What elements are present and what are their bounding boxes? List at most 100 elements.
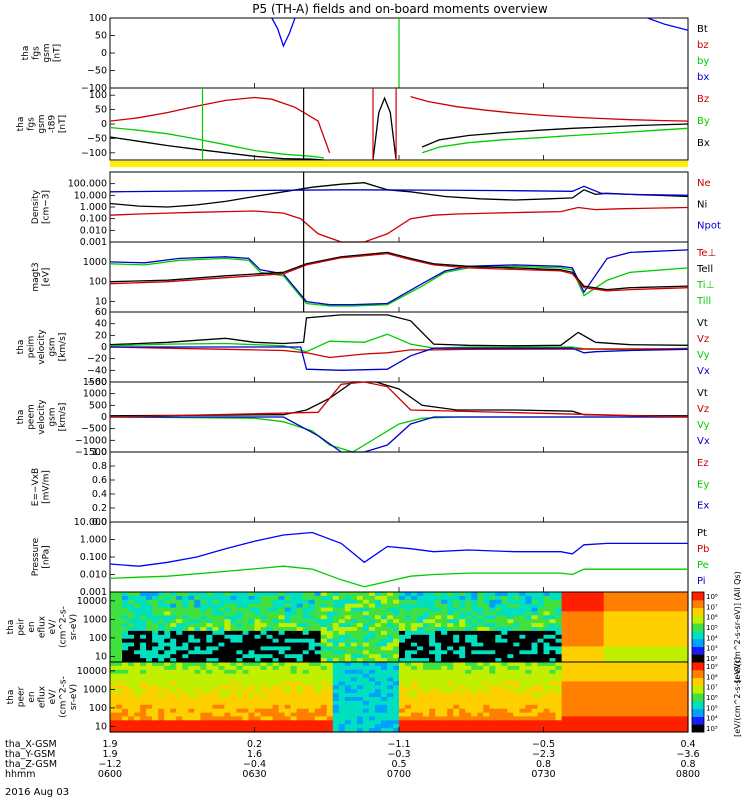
heatmap-cell [224,693,231,698]
heatmap-cell [350,630,358,636]
heatmap-cell [206,693,213,698]
heatmap-cell [374,685,382,690]
heatmap-cell [609,689,617,694]
heatmap-cell [302,650,310,655]
heatmap-cell [417,716,424,721]
heatmap-cell [350,681,358,686]
heatmap-cell [260,712,268,718]
heatmap-cell [374,669,382,675]
heatmap-cell [158,669,165,675]
heatmap-cell [242,634,250,640]
heatmap-cell [248,673,256,679]
heatmap-cell [308,611,316,616]
heatmap-cell [212,673,219,679]
heatmap-cell [218,685,225,690]
heatmap-cell [296,685,304,690]
heatmap-cell [537,646,545,651]
heatmap-cell [134,646,141,651]
heatmap-cell [441,650,448,655]
heatmap-cell [507,685,514,690]
heatmap-cell [182,728,189,733]
heatmap-cell [495,689,502,694]
heatmap-cell [633,615,641,620]
heatmap-cell [441,697,448,702]
heatmap-cell [152,728,159,733]
heatmap-cell [260,611,268,616]
heatmap-cell [501,681,508,686]
heatmap-cell [266,708,274,714]
heatmap-cell [188,646,195,651]
heatmap-cell [236,634,243,640]
heatmap-cell [651,646,659,651]
heatmap-cell [158,646,165,651]
heatmap-cell [284,665,292,671]
heatmap-cell [543,665,551,671]
x-tick-value: 0.8 [536,759,551,770]
heatmap-cell [278,630,286,636]
heatmap-cell [387,669,394,675]
heatmap-cell [332,673,340,679]
heatmap-cell [405,677,412,683]
heatmap-cell [555,611,563,616]
heatmap-cell [218,627,225,632]
heatmap-cell [682,665,689,671]
heatmap-cell [507,638,514,644]
heatmap-cell [302,681,310,686]
heatmap-cell [483,681,490,686]
heatmap-cell [116,685,123,690]
heatmap-cell [116,634,123,640]
heatmap-cell [164,654,171,659]
heatmap-cell [122,634,129,640]
y-tick-label: −20 [87,354,107,365]
heatmap-cell [164,607,171,613]
heatmap-cell [218,646,225,651]
heatmap-cell [224,623,231,628]
heatmap-cell [242,708,250,714]
heatmap-cell [417,700,424,706]
heatmap-cell [411,662,418,667]
heatmap-cell [609,669,617,675]
heatmap-cell [194,728,201,733]
heatmap-cell [501,646,508,651]
heatmap-cell [411,712,418,718]
heatmap-cell [585,700,593,706]
heatmap-cell [549,595,557,601]
heatmap-cell [254,611,262,616]
heatmap-cell [471,712,478,718]
heatmap-cell [453,619,460,624]
heatmap-cell [609,592,617,597]
heatmap-cell [188,704,195,710]
heatmap-cell [465,611,472,616]
x-tick-value: 0700 [387,769,411,780]
heatmap-cell [633,669,641,675]
heatmap-cell [609,673,617,679]
heatmap-cell [206,685,213,690]
heatmap-cell [170,595,177,601]
y-tick-label: −100 [81,148,107,159]
heatmap-cell [338,712,346,718]
heatmap-cell [399,728,406,733]
heatmap-cell [176,630,183,636]
heatmap-cell [122,673,129,679]
heatmap-cell [128,685,135,690]
heatmap-cell [453,704,460,710]
heatmap-cell [549,654,557,659]
heatmap-cell [537,607,545,613]
heatmap-cell [585,697,593,702]
heatmap-cell [663,592,671,597]
heatmap-cell [224,619,231,624]
heatmap-cell [332,662,340,667]
heatmap-cell [170,642,177,648]
heatmap-cell [555,700,563,706]
heatmap-cell [453,685,460,690]
heatmap-cell [429,650,436,655]
heatmap-cell [429,673,436,679]
heatmap-cell [122,607,129,613]
heatmap-cell [561,669,569,675]
heatmap-cell [212,693,219,698]
heatmap-cell [513,642,520,648]
heatmap-cell [344,634,352,640]
heatmap-cell [453,615,460,620]
heatmap-cell [417,654,424,659]
